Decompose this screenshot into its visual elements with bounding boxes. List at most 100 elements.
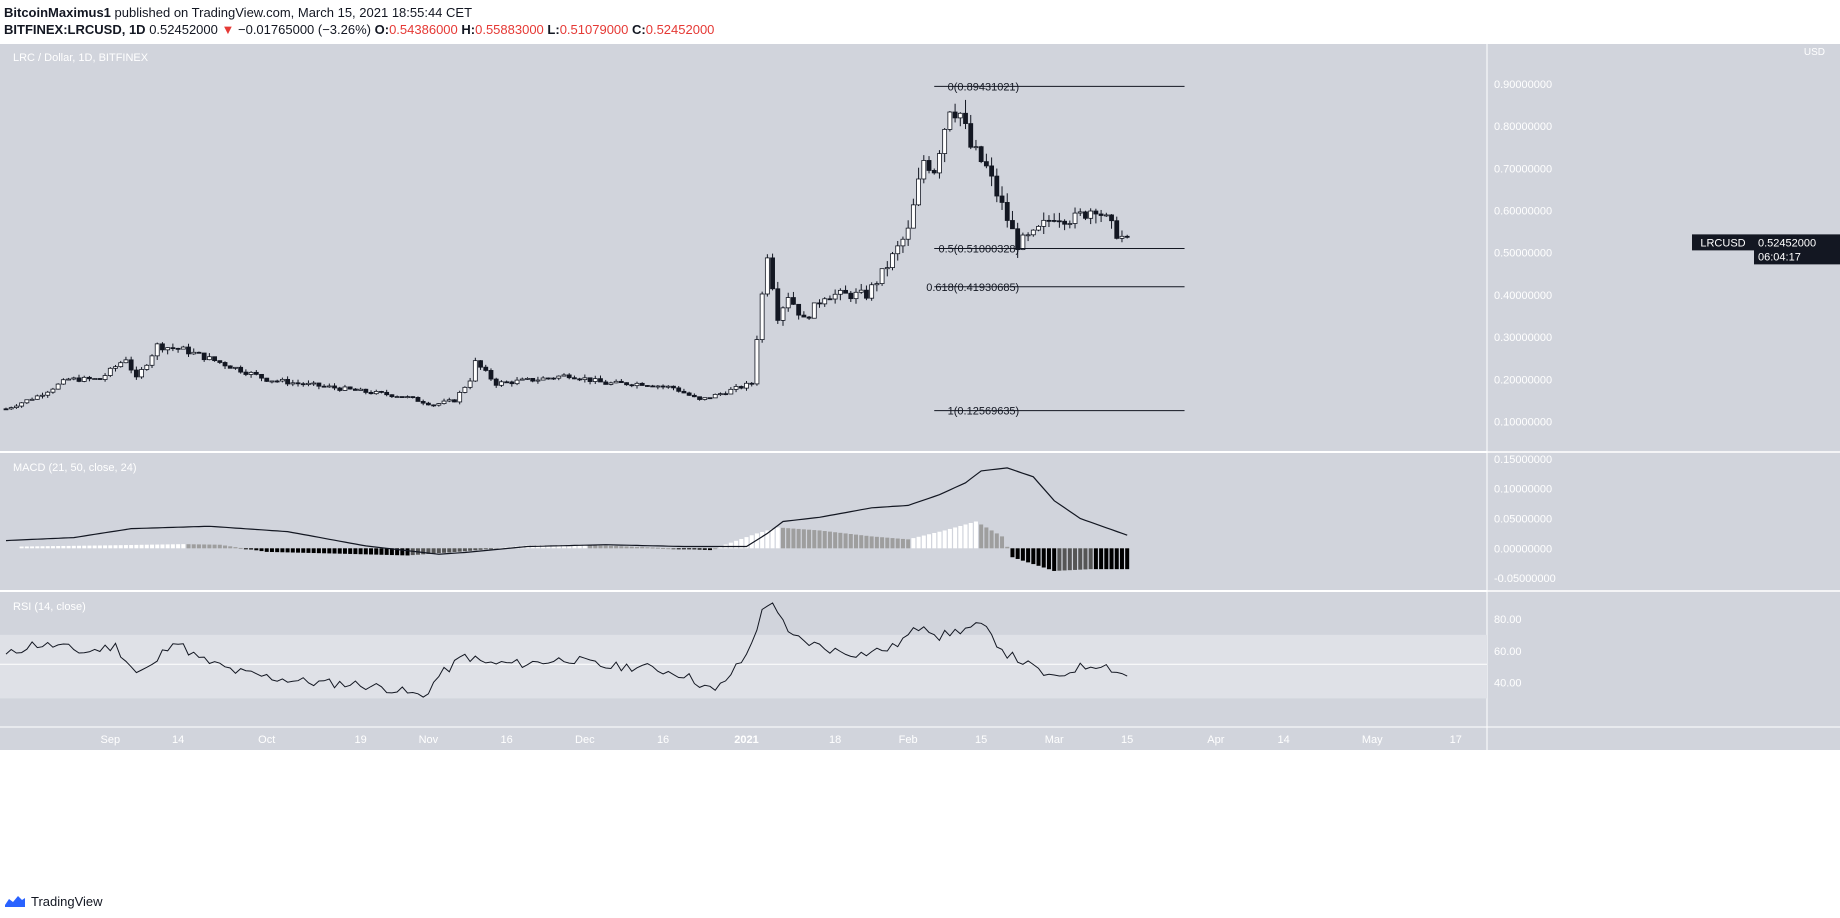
candle-body — [415, 397, 421, 402]
candle-body — [279, 378, 285, 382]
macd-histogram-bar — [822, 531, 827, 549]
tradingview-logo-icon[interactable] — [4, 894, 26, 908]
candle-body — [723, 393, 729, 396]
candle-body — [87, 376, 92, 380]
candle-body — [285, 378, 290, 385]
macd-histogram-bar — [754, 533, 759, 549]
candle-body — [890, 253, 895, 268]
tradingview-brand[interactable]: TradingView — [31, 893, 103, 909]
price-pane-title: LRC / Dollar, 1D, BITFINEX — [13, 52, 149, 64]
macd-histogram-bar — [212, 544, 217, 549]
macd-histogram-bar — [994, 533, 999, 549]
time-tick-label: Oct — [258, 734, 275, 746]
macd-histogram-bar — [593, 545, 598, 549]
macd-histogram-bar — [30, 546, 35, 549]
macd-histogram-bar — [775, 527, 780, 549]
candle-body — [822, 298, 828, 305]
candle-body — [186, 346, 191, 355]
candle-body — [467, 380, 473, 388]
candle-body — [1093, 210, 1099, 215]
open-value: 0.54386000 — [389, 22, 458, 37]
candle-body — [754, 339, 760, 385]
macd-histogram-bar — [984, 527, 989, 549]
candle-body — [603, 381, 609, 385]
rsi-tick-label: 80.00 — [1494, 614, 1522, 626]
candle-body — [556, 375, 562, 379]
candle-body — [566, 374, 572, 379]
macd-histogram-bar — [827, 531, 832, 549]
macd-histogram-bar — [50, 546, 55, 549]
candle-body — [811, 302, 817, 319]
macd-histogram-bar — [155, 544, 160, 549]
macd-histogram-bar — [223, 545, 228, 549]
candle-body — [707, 397, 713, 400]
candle-body — [139, 369, 144, 378]
countdown-label: 06:04:17 — [1758, 251, 1801, 263]
macd-histogram-bar — [718, 546, 723, 549]
chart-area[interactable]: LRC / Dollar, 1D, BITFINEX USD 0.10000000 0… — [0, 44, 1840, 886]
candle-body — [363, 388, 369, 393]
candle-body — [577, 378, 583, 381]
macd-histogram-bar — [561, 544, 566, 549]
macd-histogram-bar — [676, 548, 681, 550]
candle-body — [1083, 211, 1088, 219]
macd-histogram-bar — [614, 546, 619, 549]
rsi-band — [0, 634, 1487, 699]
macd-histogram-bar — [1057, 548, 1062, 571]
time-tick-label: Feb — [899, 734, 918, 746]
macd-histogram-bar — [577, 544, 582, 549]
macd-histogram-bar — [916, 536, 921, 549]
candle-body — [983, 161, 989, 167]
macd-tick-label: -0.05000000 — [1494, 573, 1556, 585]
candle-body — [1030, 229, 1036, 236]
last-price-bg — [1754, 234, 1840, 265]
candle-body — [274, 380, 280, 383]
candle-body — [676, 387, 682, 392]
candle-body — [645, 385, 650, 387]
candle-body — [446, 399, 452, 402]
candle-body — [738, 386, 744, 389]
macd-histogram-bar — [671, 548, 676, 550]
macd-histogram-bar — [734, 540, 739, 549]
macd-histogram-bar — [1015, 548, 1020, 559]
candle-body — [1072, 212, 1078, 224]
macd-histogram-bar — [1067, 548, 1072, 571]
macd-histogram-bar — [890, 538, 895, 549]
macd-histogram-bar — [744, 537, 749, 549]
candle-body — [102, 375, 108, 380]
candle-body — [530, 377, 536, 382]
macd-histogram-bar — [108, 545, 113, 549]
candle-body — [144, 364, 150, 370]
candle-body — [24, 399, 30, 404]
symbol-tag: LRCUSD — [1700, 237, 1745, 249]
candle-body — [238, 366, 244, 373]
macd-histogram-bar — [770, 528, 775, 549]
price-change: −0.01765000 (−3.26%) — [238, 22, 371, 37]
candle-body — [874, 283, 880, 286]
time-tick-label: 14 — [172, 734, 184, 746]
macd-histogram-bar — [702, 548, 707, 550]
candle-body — [342, 386, 348, 391]
candle-body — [697, 396, 702, 400]
candle-body — [608, 382, 614, 385]
candle-body — [337, 387, 343, 391]
author-name[interactable]: BitcoinMaximus1 — [4, 5, 111, 20]
candle-body — [1088, 210, 1094, 219]
candle-body — [420, 401, 426, 404]
price-tick-label: 0.90000000 — [1494, 79, 1552, 91]
candle-body — [895, 245, 901, 255]
candle-body — [300, 383, 306, 386]
macd-histogram-bar — [150, 544, 155, 549]
time-tick-label: 15 — [975, 734, 987, 746]
candle-body — [989, 165, 994, 177]
macd-histogram-bar — [598, 545, 603, 549]
rsi-line — [5, 602, 1128, 698]
time-tick-label: 17 — [1450, 734, 1462, 746]
macd-histogram-bar — [1093, 548, 1098, 570]
candle-body — [14, 405, 19, 408]
candle-body — [1124, 235, 1130, 238]
macd-histogram-bar — [958, 525, 963, 549]
symbol-tag-bg — [1692, 234, 1754, 251]
macd-histogram-bar — [1041, 548, 1046, 568]
macd-histogram-bar — [405, 548, 410, 556]
